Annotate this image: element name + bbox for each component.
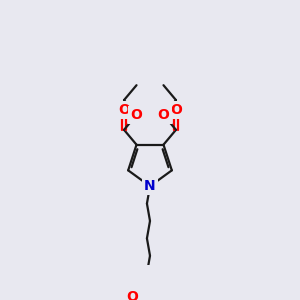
Text: N: N xyxy=(144,179,156,193)
Text: O: O xyxy=(158,108,169,122)
Text: O: O xyxy=(126,290,138,300)
Text: O: O xyxy=(118,103,130,117)
Text: O: O xyxy=(130,108,142,122)
Text: O: O xyxy=(170,103,182,117)
